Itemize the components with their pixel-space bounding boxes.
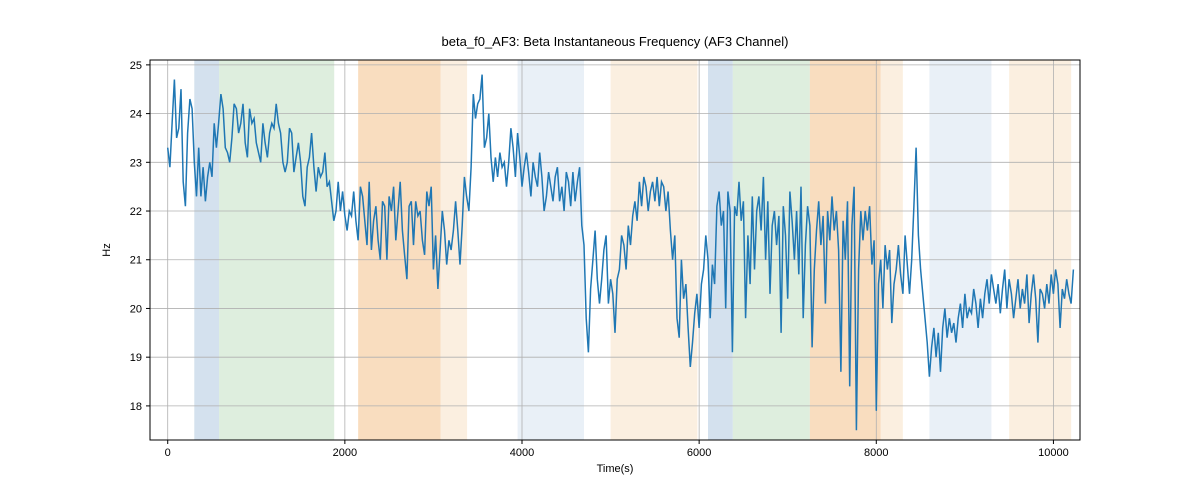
axvspan: [518, 60, 584, 440]
xtick-label: 0: [165, 447, 171, 459]
chart-container: 0 2000 4000 6000 8000 10000 18 19 20 21 22 23 24 25 Ti…: [0, 0, 1200, 500]
axvspan: [929, 60, 991, 440]
axvspan: [194, 60, 219, 440]
ytick-label: 24: [130, 109, 142, 121]
ylabel: Hz: [101, 243, 113, 256]
axvspan: [219, 60, 334, 440]
xtick-label: 8000: [864, 447, 888, 459]
ytick-label: 25: [130, 60, 142, 72]
ytick-label: 19: [130, 352, 142, 364]
axvspan: [441, 60, 468, 440]
ytick-label: 23: [130, 157, 142, 169]
axvspan: [708, 60, 733, 440]
xtick-label: 10000: [1038, 447, 1069, 459]
ytick-label: 18: [130, 401, 142, 413]
ytick-label: 22: [130, 206, 142, 218]
axvspan: [358, 60, 440, 440]
xlabel: Time(s): [597, 463, 634, 475]
xtick-label: 4000: [510, 447, 534, 459]
chart-title: beta_f0_AF3: Beta Instantaneous Frequenc…: [442, 34, 789, 49]
xtick-label: 6000: [687, 447, 711, 459]
ytick-label: 21: [130, 255, 142, 267]
ytick-label: 20: [130, 303, 142, 315]
axvspan: [881, 60, 903, 440]
line-chart: 0 2000 4000 6000 8000 10000 18 19 20 21 22 23 24 25 Ti…: [0, 0, 1200, 500]
xtick-label: 2000: [333, 447, 357, 459]
axvspan: [1009, 60, 1071, 440]
